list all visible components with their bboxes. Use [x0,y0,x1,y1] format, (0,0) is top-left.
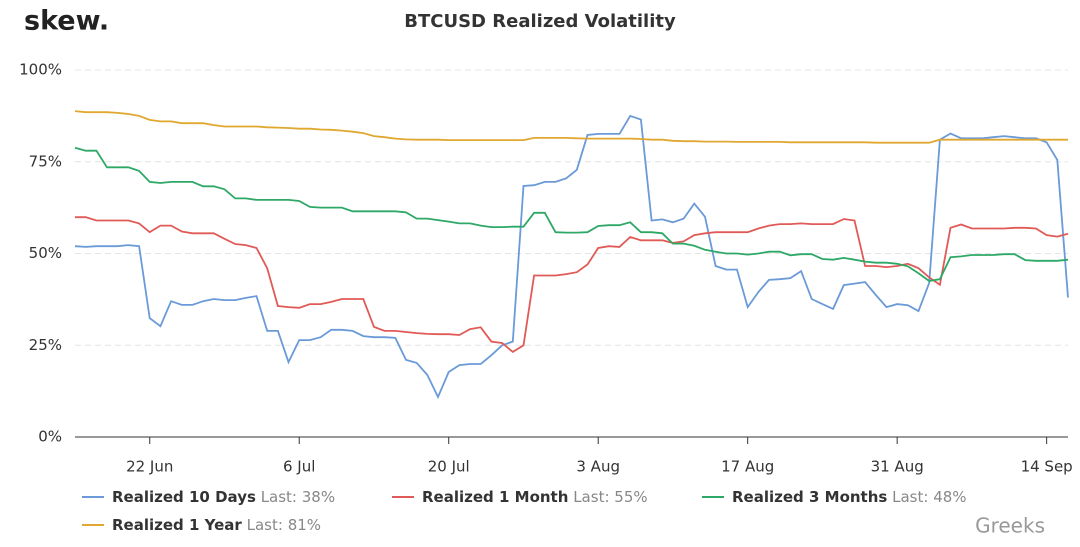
legend-note: Last: 81% [247,516,321,534]
legend-name: Realized 1 Year [112,516,242,534]
series-line [74,114,1069,400]
legend-label: Realized 3 Months Last: 48% [732,488,967,506]
x-tick-label: 3 Aug [576,458,620,476]
x-tick-label: 6 Jul [283,458,315,476]
x-tick-label: 14 Sep [1021,458,1073,476]
brand-logo: skew. [24,6,109,37]
series-line [75,216,1069,354]
y-tick-label: 50% [29,244,62,262]
legend-label: Realized 10 Days Last: 38% [112,488,335,506]
x-tick-label: 20 Jul [428,458,470,476]
y-tick-label: 100% [19,61,62,79]
x-tick-label: 31 Aug [871,458,924,476]
legend-name: Realized 1 Month [422,488,568,506]
chart-title: BTCUSD Realized Volatility [404,11,676,32]
y-tick-label: 75% [29,152,62,170]
legend-name: Realized 3 Months [732,488,887,506]
legend-note: Last: 48% [892,488,966,506]
watermark: Greeks [975,514,1045,538]
series-line [74,110,1068,144]
y-tick-label: 25% [29,336,62,354]
x-tick-label: 17 Aug [721,458,774,476]
x-tick-label: 22 Jun [126,458,173,476]
legend-note: Last: 38% [261,488,335,506]
legend-label: Realized 1 Year Last: 81% [112,516,321,534]
legend-name: Realized 10 Days [112,488,256,506]
legend-note: Last: 55% [573,488,647,506]
y-tick-label: 0% [38,428,62,446]
legend-label: Realized 1 Month Last: 55% [422,488,648,506]
series-line [74,146,1069,282]
